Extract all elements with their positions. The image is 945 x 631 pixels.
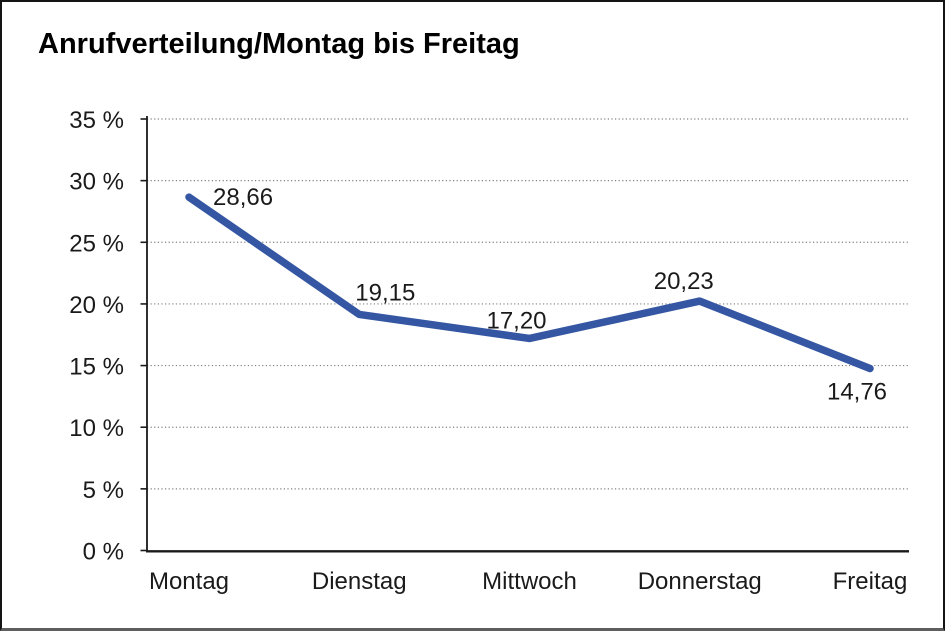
y-axis-tick-label: 10 %	[69, 415, 124, 442]
data-point-label: 14,76	[827, 379, 887, 406]
data-point-label: 19,15	[355, 279, 415, 306]
y-axis-tick-label: 0 %	[83, 539, 124, 566]
data-point-label: 20,23	[654, 268, 714, 295]
y-axis-tick-label: 25 %	[69, 230, 124, 257]
x-axis-category-label: Mittwoch	[482, 568, 577, 595]
x-axis-category-label: Dienstag	[312, 568, 407, 595]
x-axis-category-label: Montag	[149, 568, 229, 595]
y-axis-tick-label: 15 %	[69, 354, 124, 381]
y-axis-tick-label: 20 %	[69, 292, 124, 319]
y-axis-tick-label: 35 %	[69, 107, 124, 134]
chart-title: Anrufverteilung/Montag bis Freitag	[38, 28, 520, 60]
data-point-label: 28,66	[213, 184, 273, 211]
y-axis-tick-label: 30 %	[69, 169, 124, 196]
x-axis-category-label: Donnerstag	[638, 568, 762, 595]
data-point-label: 17,20	[486, 307, 546, 334]
data-series-line	[185, 193, 874, 373]
x-axis-category-label: Freitag	[833, 568, 908, 595]
y-axis-tick-label: 5 %	[83, 477, 124, 504]
